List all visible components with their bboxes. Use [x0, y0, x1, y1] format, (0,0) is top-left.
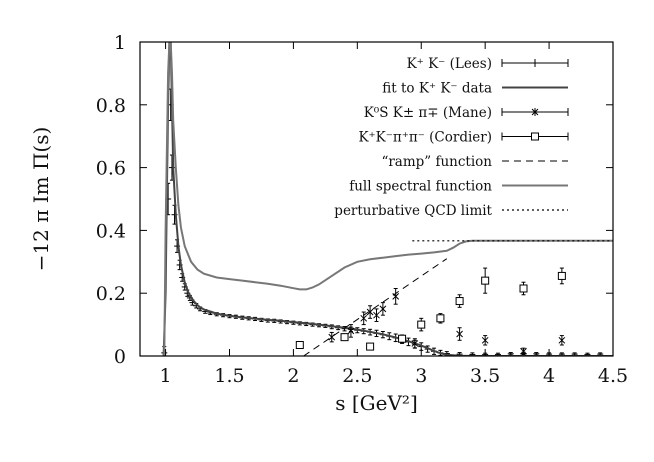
axes: 1 1.5 2 2.5 3 3.5 4 4.5 0 0.2 0.4 0.6 0.8 1 s [GeV²] −1… — [29, 32, 628, 415]
data-point-errorbar-cross — [328, 331, 336, 343]
data-point-errorbar-square — [398, 334, 407, 343]
plot-frame — [139, 41, 614, 357]
x-tick-label: 4.5 — [598, 365, 628, 387]
data-point-errorbar-cross — [360, 311, 368, 326]
x-tick-label: 3.5 — [470, 365, 500, 387]
point-marker — [366, 308, 374, 316]
data-point-errorbar-cross — [558, 335, 566, 346]
data-point-errorbar-cross — [411, 338, 419, 349]
data-point-errorbar-square — [436, 313, 445, 324]
data-point-errorbar-cross — [373, 308, 380, 322]
data-point-errorbar-cross — [456, 327, 463, 341]
data-point-errorbar-plus — [507, 352, 514, 356]
y-axis-title: −12 π Im Π(s) — [29, 127, 53, 272]
plot-area — [161, 42, 613, 356]
y-tick-label: 0.6 — [96, 158, 126, 180]
x-tick-label: 2 — [287, 365, 299, 387]
legend-label: full spectral function — [349, 179, 492, 195]
series-line-1 — [162, 42, 613, 356]
x-tick-label: 1 — [160, 365, 172, 387]
data-point-errorbar-cross — [347, 324, 355, 338]
data-point-errorbar-plus — [533, 352, 540, 356]
point-marker — [557, 271, 566, 280]
legend-label: K⁰S K± π∓ (Mane) — [364, 105, 492, 121]
data-point-errorbar-square — [519, 281, 528, 296]
data-point-errorbar-square — [455, 294, 464, 308]
data-point-errorbar-cross — [481, 335, 489, 346]
data-point-errorbar-square — [340, 333, 349, 342]
y-tick-label: 0.8 — [96, 95, 126, 117]
legend: K⁺ K⁻ (Lees) fit to K⁺ K⁻ data K⁰S K± π∓ (… — [334, 56, 569, 219]
data-point-errorbar-cross — [392, 287, 400, 305]
data-point-errorbar-square — [481, 267, 490, 294]
point-marker — [347, 327, 355, 335]
point-marker — [455, 297, 464, 306]
point-marker — [373, 311, 380, 319]
point-marker — [379, 305, 387, 313]
data-point-errorbar-plus — [571, 352, 578, 356]
x-tick-label: 3 — [415, 365, 427, 387]
y-tick-label: 0.4 — [96, 220, 126, 242]
point-marker — [398, 334, 407, 343]
data-point-errorbar-square — [366, 342, 375, 351]
data-point-errorbar-plus — [558, 352, 565, 356]
data-point-errorbar-cross — [366, 305, 374, 319]
x-tick-label: 2.5 — [342, 365, 372, 387]
data-point-errorbar-cross — [379, 302, 387, 316]
series-line-5 — [163, 42, 613, 356]
point-marker — [481, 336, 489, 344]
y-tick-label: 0.2 — [96, 283, 126, 305]
point-marker — [340, 333, 349, 342]
legend-label: “ramp” function — [381, 154, 492, 170]
legend-label: K⁺K⁻π⁺π⁻ (Cordier) — [358, 130, 492, 146]
point-marker — [360, 314, 368, 322]
data-point-errorbar-square — [417, 317, 426, 332]
series-line-4 — [303, 258, 448, 356]
y-tick-label: 1 — [114, 32, 126, 54]
data-point-errorbar-plus — [597, 352, 604, 356]
x-axis-title: s [GeV²] — [335, 391, 418, 415]
point-marker — [519, 284, 528, 293]
point-marker — [558, 336, 566, 344]
legend-sample-marker — [531, 132, 539, 141]
legend-label: fit to K⁺ K⁻ data — [382, 81, 492, 97]
point-marker — [295, 341, 304, 350]
legend-label: perturbative QCD limit — [334, 203, 492, 219]
point-marker — [366, 342, 375, 351]
point-marker — [456, 330, 463, 338]
legend-sample-marker — [531, 108, 539, 116]
data-point-errorbar-cross — [520, 347, 527, 355]
data-point-errorbar-square — [295, 341, 304, 350]
data-point-errorbar-square — [557, 267, 566, 285]
y-tick-label: 0 — [114, 346, 126, 368]
point-marker — [481, 276, 490, 285]
x-tick-label: 4 — [543, 365, 555, 387]
legend-label: K⁺ K⁻ (Lees) — [407, 56, 492, 72]
point-marker — [520, 347, 527, 355]
point-marker — [436, 314, 445, 323]
x-tick-label: 1.5 — [214, 365, 244, 387]
point-marker — [417, 320, 426, 329]
point-marker — [411, 340, 419, 347]
